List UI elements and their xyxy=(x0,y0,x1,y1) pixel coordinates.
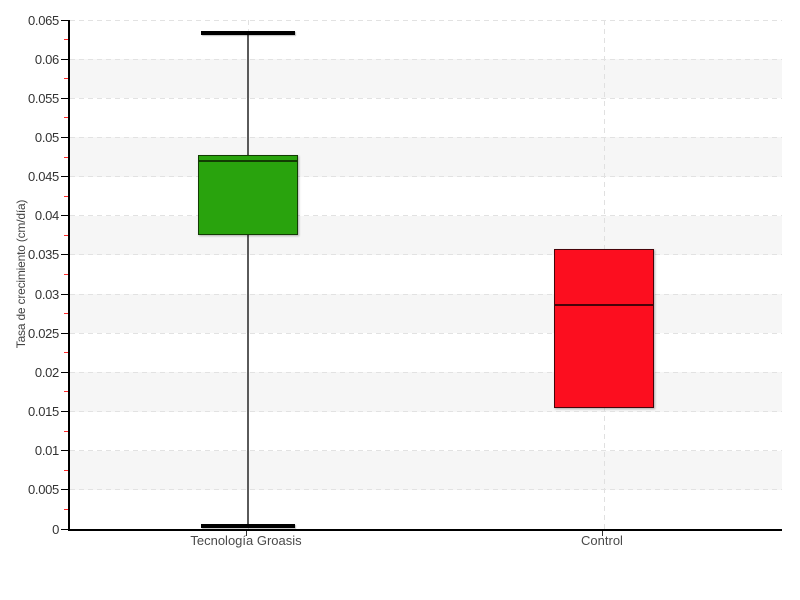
y-tick-label: 0.005 xyxy=(27,482,59,498)
y-tick-label: 0.05 xyxy=(34,129,59,145)
y-tick-label: 0.03 xyxy=(34,286,59,302)
x-category-label: Control xyxy=(581,533,623,548)
x-category-label: Tecnología Groasis xyxy=(190,533,302,548)
y-minor-tick xyxy=(64,117,68,119)
y-minor-tick xyxy=(64,39,68,41)
h-gridline xyxy=(70,254,782,256)
y-tick-label: 0.015 xyxy=(27,404,59,420)
y-major-tick xyxy=(61,19,68,21)
h-gridline xyxy=(70,136,782,138)
y-minor-tick xyxy=(64,508,68,510)
y-minor-tick xyxy=(64,352,68,354)
y-minor-tick xyxy=(64,391,68,393)
box-control xyxy=(554,249,654,409)
x-category-tick xyxy=(601,531,603,536)
y-major-tick xyxy=(61,450,68,452)
median-line xyxy=(198,159,298,162)
y-major-tick xyxy=(61,489,68,491)
y-minor-tick xyxy=(64,430,68,432)
y-tick-label: 0.02 xyxy=(34,364,59,380)
y-minor-tick xyxy=(64,274,68,275)
lower-whisker-line xyxy=(247,235,249,527)
y-tick-label: 0.045 xyxy=(27,169,59,185)
h-gridline xyxy=(70,371,782,373)
h-gridline xyxy=(70,411,782,413)
plot-area xyxy=(68,19,782,531)
y-major-tick xyxy=(61,254,68,256)
x-category-tick xyxy=(245,531,247,536)
h-gridline xyxy=(70,176,782,178)
upper-whisker-cap xyxy=(201,31,295,36)
y-tick-label: 0 xyxy=(52,521,59,537)
box-groasis xyxy=(198,155,298,236)
y-tick-label: 0.055 xyxy=(27,90,59,106)
plot-band xyxy=(70,450,782,490)
median-line xyxy=(554,304,654,307)
h-gridline xyxy=(70,97,782,99)
y-major-tick xyxy=(61,411,68,413)
y-tick-label: 0.01 xyxy=(34,443,59,459)
plot-band xyxy=(70,137,782,177)
y-major-tick xyxy=(61,371,68,373)
y-major-tick xyxy=(61,58,68,60)
y-tick-label: 0.025 xyxy=(27,325,59,341)
y-major-tick xyxy=(61,293,68,295)
h-gridline xyxy=(70,332,782,334)
y-tick-label: 0.04 xyxy=(34,208,59,224)
h-gridline xyxy=(70,450,782,452)
y-major-tick xyxy=(61,136,68,138)
h-gridline xyxy=(70,58,782,60)
plot-band xyxy=(70,59,782,99)
h-gridline xyxy=(70,293,782,295)
y-major-tick xyxy=(61,176,68,178)
y-minor-tick xyxy=(64,156,68,158)
y-tick-label: 0.06 xyxy=(34,51,59,67)
y-minor-tick xyxy=(64,469,68,471)
upper-whisker-line xyxy=(247,33,249,156)
plot-band xyxy=(70,294,782,334)
plot-band xyxy=(70,215,782,255)
y-major-tick xyxy=(61,215,68,217)
h-gridline xyxy=(70,489,782,491)
y-minor-tick xyxy=(64,234,68,236)
y-major-tick xyxy=(61,97,68,99)
y-minor-tick xyxy=(64,313,68,315)
y-minor-tick xyxy=(64,195,68,197)
y-major-tick xyxy=(61,528,68,530)
y-tick-label: 0.065 xyxy=(27,12,59,28)
h-gridline xyxy=(70,215,782,217)
plot-band xyxy=(70,372,782,412)
y-minor-tick xyxy=(64,78,68,80)
y-major-tick xyxy=(61,332,68,334)
y-tick-label: 0.035 xyxy=(27,247,59,263)
h-gridline xyxy=(70,19,782,21)
lower-whisker-cap xyxy=(201,523,295,528)
